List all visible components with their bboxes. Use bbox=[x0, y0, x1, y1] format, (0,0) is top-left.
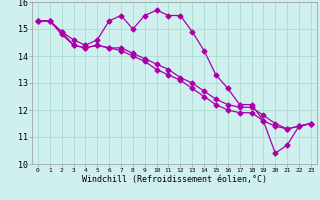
X-axis label: Windchill (Refroidissement éolien,°C): Windchill (Refroidissement éolien,°C) bbox=[82, 175, 267, 184]
